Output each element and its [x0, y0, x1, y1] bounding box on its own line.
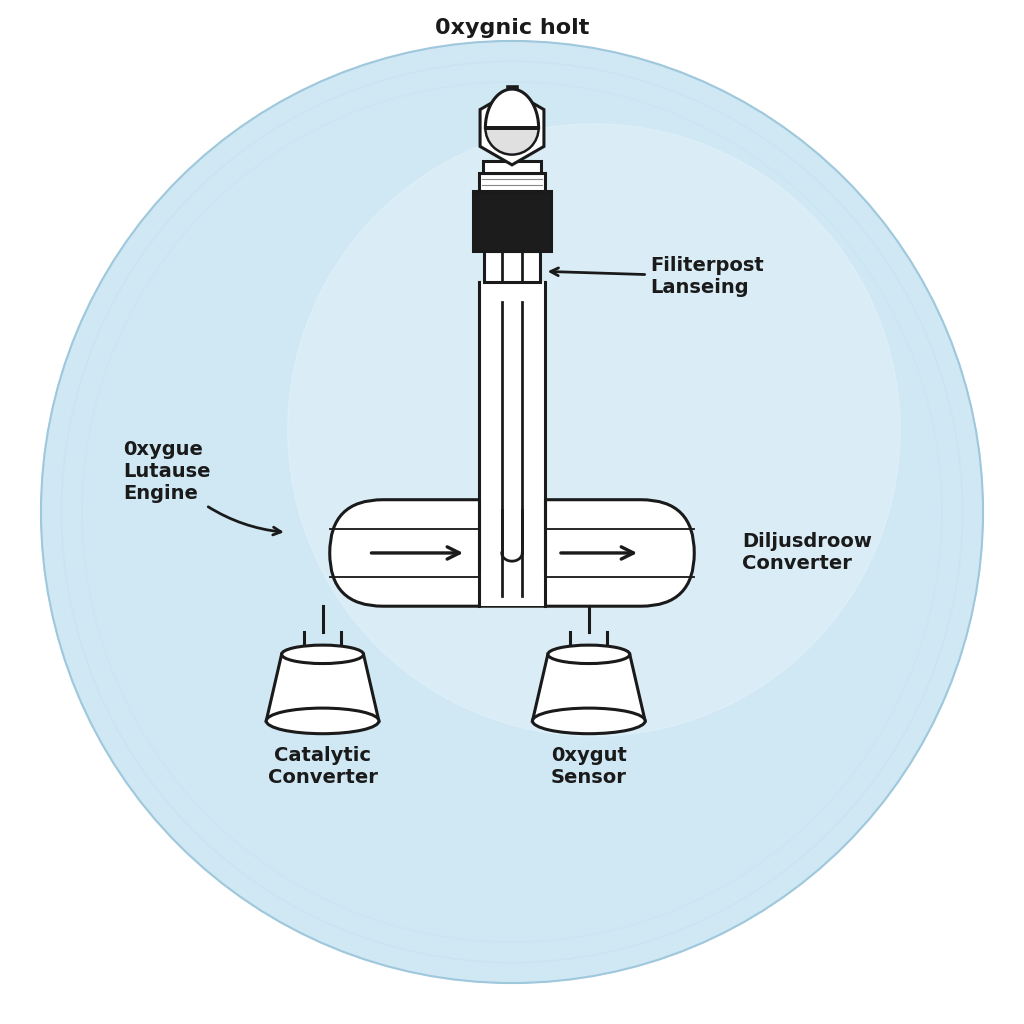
Circle shape [485, 101, 539, 155]
Circle shape [288, 124, 900, 736]
Bar [479, 500, 545, 606]
Polygon shape [485, 89, 539, 128]
Polygon shape [532, 654, 645, 721]
Text: Catalytic
Converter: Catalytic Converter [267, 746, 378, 787]
Circle shape [20, 20, 1004, 1004]
Bar [483, 161, 541, 173]
Ellipse shape [548, 645, 630, 664]
Text: Diljusdroow
Converter: Diljusdroow Converter [742, 532, 872, 573]
Bar [479, 173, 545, 191]
Ellipse shape [532, 709, 645, 733]
Text: 0xygue
Lutause
Engine: 0xygue Lutause Engine [123, 439, 281, 535]
FancyBboxPatch shape [330, 500, 694, 606]
Text: 0xygnic holt: 0xygnic holt [435, 17, 589, 38]
Bar [479, 282, 545, 606]
Polygon shape [266, 654, 379, 721]
Bar [473, 191, 551, 251]
Ellipse shape [282, 645, 364, 664]
Circle shape [41, 41, 983, 983]
Text: Filiterpost
Lanseing: Filiterpost Lanseing [551, 256, 764, 297]
Polygon shape [480, 91, 544, 165]
Ellipse shape [266, 709, 379, 733]
Text: 0xygut
Sensor: 0xygut Sensor [551, 746, 627, 787]
Bar [484, 251, 540, 282]
